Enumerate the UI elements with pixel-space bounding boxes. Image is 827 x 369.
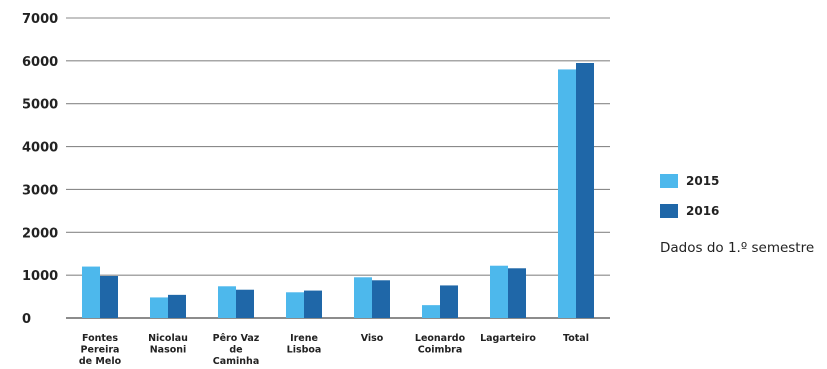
bar-2015-7 (558, 69, 576, 318)
y-tick-label-1000: 1000 (22, 269, 58, 284)
category-label-line: Irene (290, 333, 318, 344)
category-label-4: Viso (361, 333, 384, 344)
category-label-line: de Melo (79, 356, 122, 367)
chart-note: Dados do 1.º semestre (660, 240, 815, 256)
category-label-2: Pêro Vaz de Caminha (213, 333, 260, 367)
legend-item-2015: 2015 (660, 172, 719, 190)
bar-2016-7 (576, 63, 594, 318)
category-label-line: Pereira (81, 345, 120, 356)
legend-swatch-2016 (660, 204, 678, 218)
bar-2015-6 (490, 265, 508, 318)
bar-2016-2 (236, 289, 254, 318)
category-label-line: Total (563, 333, 589, 344)
legend-item-2016: 2016 (660, 202, 719, 220)
bar-2015-2 (218, 286, 236, 318)
category-label-line: Fontes (82, 333, 118, 344)
y-tick-label-0: 0 (22, 312, 31, 327)
bar-2015-0 (82, 266, 100, 318)
category-label-3: Irene Lisboa (287, 333, 322, 356)
y-tick-label-2000: 2000 (22, 226, 58, 241)
category-label-6: Lagarteiro (480, 333, 536, 344)
legend: 2015 2016 (660, 172, 719, 232)
bar-2015-1 (150, 297, 168, 318)
y-tick-label-7000: 7000 (22, 12, 58, 27)
category-label-line: Caminha (213, 356, 259, 367)
legend-label-2015: 2015 (686, 174, 720, 188)
y-tick-label-3000: 3000 (22, 183, 58, 198)
category-label-line: Lagarteiro (480, 333, 536, 344)
bar-2016-4 (372, 280, 390, 318)
bar-2016-1 (168, 294, 186, 318)
y-tick-label-5000: 5000 (22, 98, 58, 113)
y-tick-label-4000: 4000 (22, 141, 58, 156)
bar-2016-0 (100, 276, 118, 318)
bar-2016-5 (440, 285, 458, 318)
bar-2016-6 (508, 268, 526, 318)
legend-swatch-2015 (660, 174, 678, 188)
category-label-0: Fontes Pereira de Melo (79, 333, 122, 367)
bar-2015-4 (354, 277, 372, 318)
bar-2015-3 (286, 292, 304, 318)
category-label-line: Coimbra (418, 345, 463, 356)
category-label-1: Nicolau Nasoni (148, 333, 188, 356)
legend-label-2016: 2016 (686, 204, 720, 218)
category-label-7: Total (563, 333, 589, 344)
bar-2015-5 (422, 305, 440, 318)
category-label-line: Pêro Vaz (213, 333, 260, 344)
category-label-5: Leonardo Coimbra (415, 333, 466, 356)
bar-2016-3 (304, 290, 322, 318)
category-label-line: Lisboa (287, 345, 322, 356)
category-label-line: Viso (361, 333, 384, 344)
category-label-line: Nicolau (148, 333, 188, 344)
category-label-line: de (229, 345, 242, 356)
category-label-line: Nasoni (150, 345, 187, 356)
y-tick-label-6000: 6000 (22, 55, 58, 70)
category-label-line: Leonardo (415, 333, 466, 344)
